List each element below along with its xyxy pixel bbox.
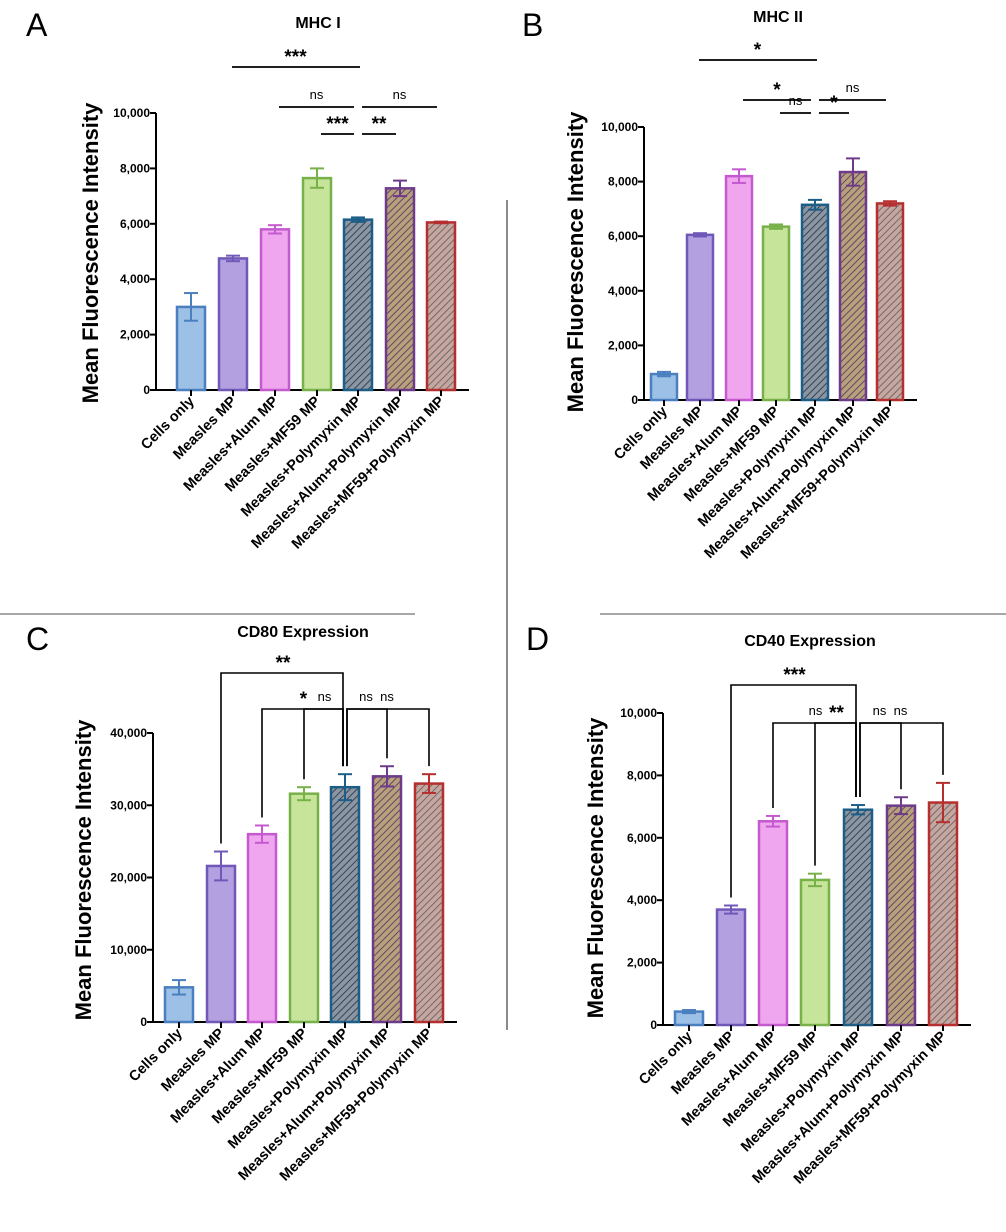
significance-label: ns xyxy=(310,87,324,102)
significance-bracket xyxy=(859,722,902,798)
y-tick-label: 30,000 xyxy=(110,798,147,812)
panel-letter-b: B xyxy=(522,7,543,43)
bar xyxy=(761,225,791,402)
y-tick-label: 2,000 xyxy=(120,328,150,342)
bar xyxy=(288,792,320,1024)
significance-label: ** xyxy=(372,114,387,135)
x-tick-label: Measles+MF59+Polymyxin MP xyxy=(289,393,448,552)
significance-label: ns xyxy=(846,80,860,95)
y-tick-label: 10,000 xyxy=(601,120,638,134)
significance-label: ** xyxy=(276,653,291,674)
y-tick-label: 0 xyxy=(140,1015,147,1029)
bar xyxy=(649,372,679,402)
significance-label: ** xyxy=(829,703,844,724)
y-tick-label: 6,000 xyxy=(608,229,638,243)
chart-mhc-i: MHC I Mean Fluorescence Intensity 0 2,000… xyxy=(78,15,469,552)
significance-label: ns xyxy=(318,689,332,704)
significance-bracket xyxy=(346,708,388,767)
y-tick-label: 2,000 xyxy=(627,956,657,970)
significance-label: ns xyxy=(789,93,803,108)
bar xyxy=(799,878,831,1027)
y-tick-label: 8,000 xyxy=(608,175,638,189)
y-tick-label: 8,000 xyxy=(120,161,150,175)
y-tick-label: 0 xyxy=(143,383,150,397)
significance-label: ns xyxy=(873,703,887,718)
bar xyxy=(757,820,789,1027)
significance-label: *** xyxy=(783,665,806,686)
significance-label: ns xyxy=(393,87,407,102)
bar xyxy=(927,801,959,1027)
bar xyxy=(371,775,403,1024)
y-tick-label: 0 xyxy=(631,393,638,407)
bar xyxy=(875,202,905,402)
y-axis-label: Mean Fluorescence Intensity xyxy=(563,111,588,413)
bar xyxy=(413,782,445,1024)
y-tick-label: 0 xyxy=(650,1018,657,1032)
significance-label: *** xyxy=(284,47,307,68)
bar xyxy=(724,174,754,402)
significance-label: ns xyxy=(359,689,373,704)
y-tick-label: 2,000 xyxy=(608,338,638,352)
bar xyxy=(246,832,278,1024)
significance-label: ns xyxy=(380,689,394,704)
significance-bracket xyxy=(814,722,857,866)
bar xyxy=(384,187,416,392)
chart-title: MHC II xyxy=(753,9,803,26)
y-tick-label: 4,000 xyxy=(627,893,657,907)
bar xyxy=(329,785,361,1024)
panel-letter-c: C xyxy=(26,621,49,657)
y-tick-label: 6,000 xyxy=(627,831,657,845)
significance-label: * xyxy=(830,93,838,114)
significance-label: * xyxy=(773,80,781,101)
y-tick-label: 40,000 xyxy=(110,726,147,740)
bar xyxy=(205,864,237,1024)
significance-label: * xyxy=(754,40,762,61)
x-tick-label: Measles+Alum+Polymyxin MP xyxy=(248,393,407,552)
y-tick-label: 10,000 xyxy=(110,943,147,957)
significance-label: *** xyxy=(326,114,349,135)
significance-label: ns xyxy=(809,703,823,718)
bar xyxy=(885,804,917,1027)
bar xyxy=(842,808,874,1027)
y-axis-label: Mean Fluorescence Intensity xyxy=(583,717,608,1019)
significance-label: ns xyxy=(894,703,908,718)
chart-cd40: CD40 Expression Mean Fluorescence Intens… xyxy=(583,633,971,1187)
bar xyxy=(342,218,374,392)
chart-title: CD40 Expression xyxy=(744,633,876,650)
chart-cd80: CD80 Expression Mean Fluorescence Intens… xyxy=(71,624,457,1184)
bar xyxy=(838,170,868,402)
x-tick-label: Measles+MF59+Polymyxin MP xyxy=(791,1028,950,1187)
bar xyxy=(715,908,747,1027)
bar xyxy=(425,221,457,392)
bar xyxy=(259,228,291,392)
bar xyxy=(800,203,830,402)
y-tick-label: 8,000 xyxy=(627,768,657,782)
bar xyxy=(217,257,249,392)
bar xyxy=(301,176,333,392)
x-tick-label: Measles+MF59+Polymyxin MP xyxy=(277,1025,436,1184)
panel-letter-d: D xyxy=(526,621,549,657)
significance-bracket xyxy=(346,708,430,767)
bar xyxy=(685,233,715,402)
y-tick-label: 10,000 xyxy=(620,706,657,720)
chart-title: CD80 Expression xyxy=(237,624,369,641)
y-axis-label: Mean Fluorescence Intensity xyxy=(71,719,96,1021)
y-axis-label: Mean Fluorescence Intensity xyxy=(78,102,103,404)
y-tick-label: 20,000 xyxy=(110,871,147,885)
x-tick-label: Measles+Alum+Polymyxin MP xyxy=(235,1025,394,1184)
y-tick-label: 6,000 xyxy=(120,217,150,231)
chart-mhc-ii: MHC II Mean Fluorescence Intensity 0 2,00… xyxy=(563,9,917,562)
significance-bracket xyxy=(303,708,344,780)
y-tick-label: 4,000 xyxy=(608,284,638,298)
chart-title: MHC I xyxy=(295,15,340,32)
y-tick-label: 10,000 xyxy=(113,106,150,120)
y-tick-label: 4,000 xyxy=(120,272,150,286)
panel-letter-a: A xyxy=(26,7,48,43)
significance-label: * xyxy=(300,689,308,710)
